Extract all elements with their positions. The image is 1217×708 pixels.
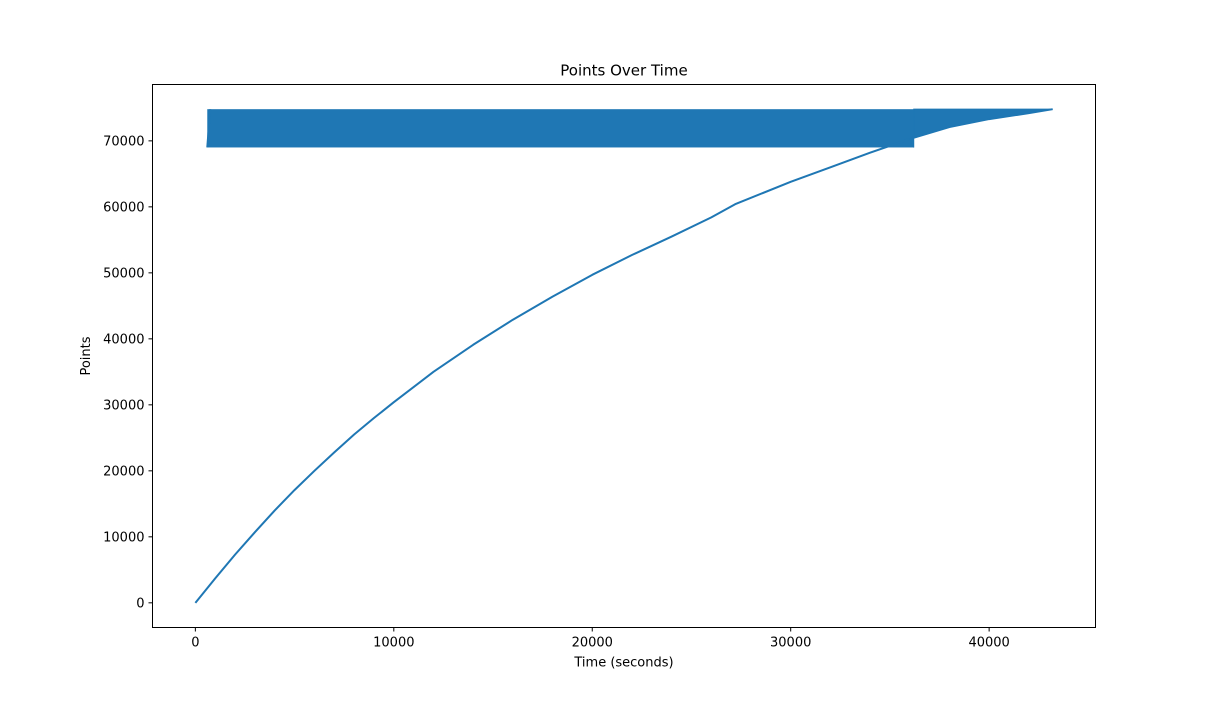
y-tick-label: 70000 bbox=[103, 134, 144, 149]
x-tick-label: 20000 bbox=[572, 636, 613, 651]
y-tick-label: 40000 bbox=[103, 332, 144, 347]
y-tick-label: 50000 bbox=[103, 266, 144, 281]
series-group bbox=[194, 108, 1053, 604]
oscillation-band bbox=[207, 109, 914, 148]
y-tick-label: 20000 bbox=[103, 464, 144, 479]
tick-layer: 0 10000 20000 30000 40000 0 10000 20000 30000 400… bbox=[103, 134, 1010, 650]
x-tick-label: 30000 bbox=[770, 636, 811, 651]
x-tick-label: 10000 bbox=[373, 636, 414, 651]
band-left-edge bbox=[206, 109, 212, 148]
band-tail-fill bbox=[909, 108, 1053, 148]
x-tick-label: 0 bbox=[191, 636, 199, 651]
chart-title: Points Over Time bbox=[560, 62, 687, 80]
y-axis-label: Points bbox=[79, 336, 94, 375]
plot-layer bbox=[194, 108, 1053, 604]
x-axis-label: Time (seconds) bbox=[573, 656, 673, 671]
y-tick-label: 10000 bbox=[103, 530, 144, 545]
y-tick-label: 0 bbox=[136, 596, 144, 611]
series-line bbox=[194, 108, 1053, 604]
x-tick-label: 40000 bbox=[968, 636, 1009, 651]
axes-frame bbox=[152, 84, 1096, 628]
y-tick-label: 60000 bbox=[103, 200, 144, 215]
y-tick-label: 30000 bbox=[103, 398, 144, 413]
